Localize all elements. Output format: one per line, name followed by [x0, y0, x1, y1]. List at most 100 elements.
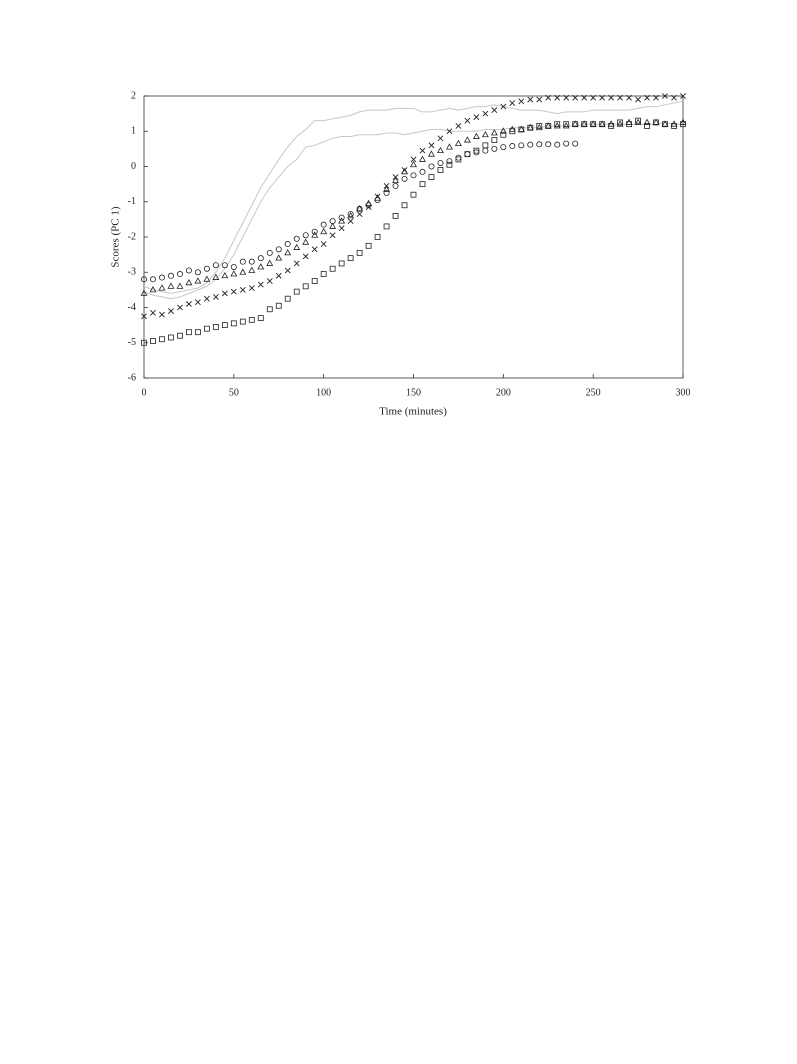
point — [472, 132, 480, 139]
point — [257, 281, 264, 288]
point — [536, 123, 543, 129]
point — [445, 143, 453, 150]
point — [617, 119, 624, 126]
point — [419, 168, 426, 175]
point — [581, 121, 588, 128]
point — [446, 128, 453, 135]
point — [284, 241, 291, 248]
point — [177, 332, 183, 339]
point — [427, 150, 435, 157]
point — [176, 282, 184, 289]
point — [320, 241, 327, 247]
point — [644, 123, 650, 129]
x-tick-label: 300 — [676, 387, 691, 398]
point — [365, 199, 373, 206]
point — [230, 320, 237, 327]
point — [320, 271, 327, 277]
point — [356, 249, 363, 256]
point — [652, 118, 660, 125]
point — [203, 325, 210, 332]
point — [248, 266, 256, 273]
y-tick-label: -5 — [128, 337, 136, 348]
point — [212, 323, 219, 330]
point — [454, 139, 462, 146]
point — [635, 96, 642, 103]
point — [410, 156, 417, 163]
point — [554, 121, 561, 128]
point — [293, 288, 300, 295]
point — [428, 174, 435, 180]
point — [446, 158, 453, 165]
y-tick-label: -6 — [128, 372, 136, 383]
point — [464, 151, 471, 158]
point — [661, 120, 669, 127]
point — [455, 154, 462, 161]
point — [338, 260, 345, 267]
point — [554, 141, 561, 148]
point — [562, 122, 570, 129]
point — [419, 155, 426, 162]
point — [176, 271, 183, 278]
point — [653, 94, 659, 101]
point — [230, 270, 238, 277]
point — [634, 118, 642, 125]
y-tick-label: 1 — [131, 126, 136, 137]
point — [590, 94, 597, 101]
point — [608, 94, 615, 101]
point — [212, 273, 220, 280]
point — [338, 214, 345, 221]
point — [365, 242, 372, 249]
point — [275, 246, 282, 253]
point — [535, 123, 543, 131]
point — [544, 122, 552, 129]
point — [248, 258, 255, 265]
point — [581, 94, 588, 101]
point — [293, 260, 300, 267]
point — [680, 121, 686, 128]
point — [527, 124, 534, 131]
point — [518, 142, 525, 149]
point — [203, 275, 211, 282]
point — [527, 141, 534, 148]
point — [437, 167, 444, 173]
point — [329, 222, 337, 229]
point — [150, 309, 156, 316]
x-tick-label: 250 — [586, 387, 601, 398]
point — [275, 272, 282, 279]
point — [168, 308, 174, 314]
point — [177, 304, 183, 311]
point — [185, 279, 193, 286]
point — [437, 135, 444, 142]
reference-line — [143, 121, 683, 300]
point — [401, 202, 408, 209]
point — [383, 223, 390, 230]
point — [490, 129, 498, 136]
point — [553, 122, 561, 129]
point — [194, 299, 201, 306]
point — [644, 94, 650, 101]
y-tick-label: -3 — [128, 267, 136, 278]
point — [473, 114, 480, 121]
point — [410, 160, 417, 168]
point — [392, 176, 400, 183]
point — [446, 161, 453, 168]
point — [473, 147, 480, 154]
point — [141, 313, 147, 320]
point — [383, 185, 391, 192]
point — [284, 295, 291, 302]
point — [500, 131, 507, 138]
point — [159, 336, 165, 343]
point — [571, 120, 579, 127]
point — [572, 140, 579, 147]
point — [509, 143, 516, 150]
point — [616, 120, 624, 127]
point — [257, 255, 264, 262]
point — [527, 96, 534, 103]
point — [580, 120, 588, 127]
x-axis-label: Time (minutes) — [379, 406, 447, 418]
point — [168, 334, 174, 341]
point — [428, 163, 435, 170]
point — [320, 221, 327, 228]
